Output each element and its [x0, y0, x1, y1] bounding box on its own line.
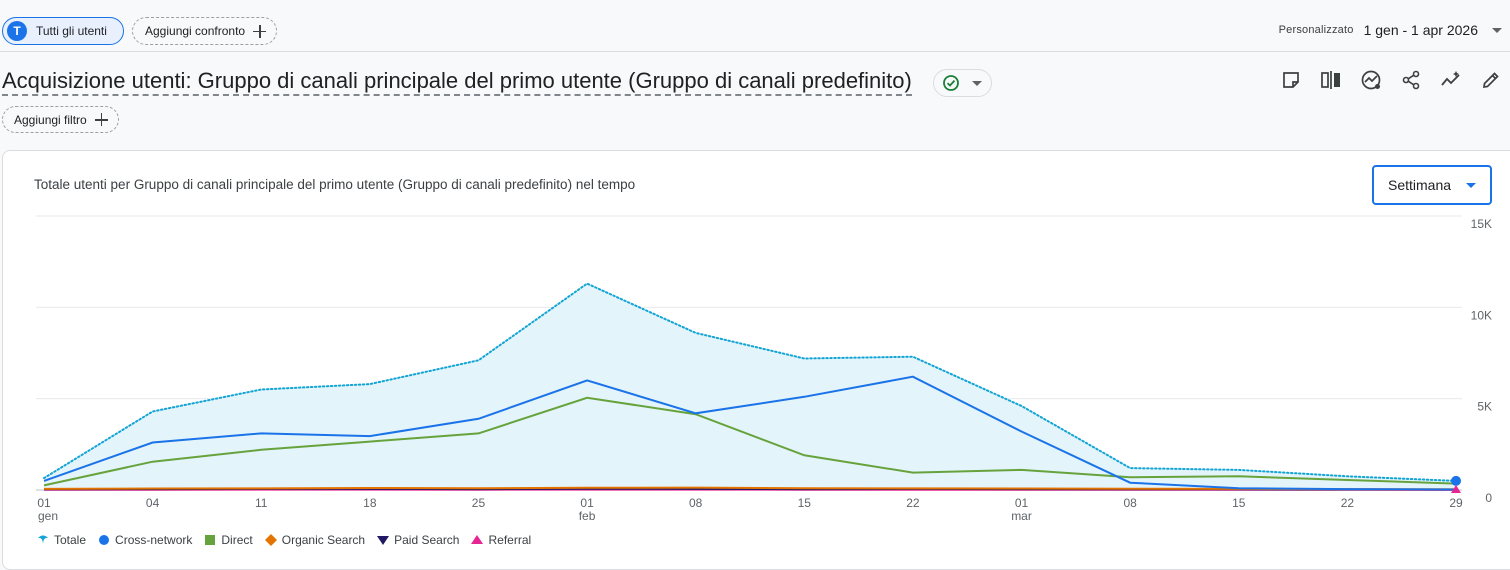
x-tick-label: 01 — [37, 496, 51, 510]
x-tick-label: 15 — [798, 496, 812, 510]
x-tick-sublabel: mar — [1011, 509, 1032, 523]
x-tick-label: 18 — [363, 496, 377, 510]
legend-label: Direct — [221, 533, 252, 547]
end-point-marker — [1451, 476, 1461, 486]
x-tick-label: 11 — [255, 496, 268, 510]
x-tick-label: 22 — [906, 496, 920, 510]
y-tick-label: 10K — [1471, 308, 1492, 322]
legend-label: Cross-network — [115, 533, 192, 547]
triangle-down-icon — [377, 534, 389, 546]
legend-label: Referral — [488, 533, 531, 547]
legend-item[interactable]: Referral — [471, 533, 531, 547]
x-tick-label: 29 — [1449, 496, 1463, 510]
x-tick-label: 08 — [689, 496, 703, 510]
series-area-totale — [44, 284, 1456, 490]
diamond-icon — [265, 534, 277, 546]
x-tick-label: 22 — [1341, 496, 1355, 510]
circle-icon — [98, 534, 110, 546]
pin-icon — [37, 534, 49, 546]
y-tick-label: 15K — [1471, 217, 1492, 231]
legend-label: Paid Search — [394, 533, 459, 547]
x-tick-label: 08 — [1123, 496, 1137, 510]
x-tick-label: 01 — [580, 496, 594, 510]
triangle-up-icon — [471, 534, 483, 546]
y-tick-label: 5K — [1477, 400, 1492, 414]
x-tick-label: 25 — [472, 496, 486, 510]
x-tick-label: 04 — [146, 496, 160, 510]
chart-legend: Totale Cross-network Direct Organic Search P… — [37, 533, 531, 547]
x-tick-sublabel: feb — [579, 509, 596, 523]
legend-label: Totale — [54, 533, 86, 547]
legend-item[interactable]: Totale — [37, 533, 86, 547]
y-tick-label: 0 — [1485, 491, 1492, 505]
square-icon — [204, 534, 216, 546]
legend-item[interactable]: Direct — [204, 533, 252, 547]
legend-label: Organic Search — [282, 533, 365, 547]
legend-item[interactable]: Paid Search — [377, 533, 459, 547]
legend-item[interactable]: Cross-network — [98, 533, 192, 547]
legend-item[interactable]: Organic Search — [265, 533, 365, 547]
x-tick-label: 15 — [1232, 496, 1246, 510]
x-tick-sublabel: gen — [38, 509, 58, 523]
x-tick-label: 01 — [1015, 496, 1029, 510]
